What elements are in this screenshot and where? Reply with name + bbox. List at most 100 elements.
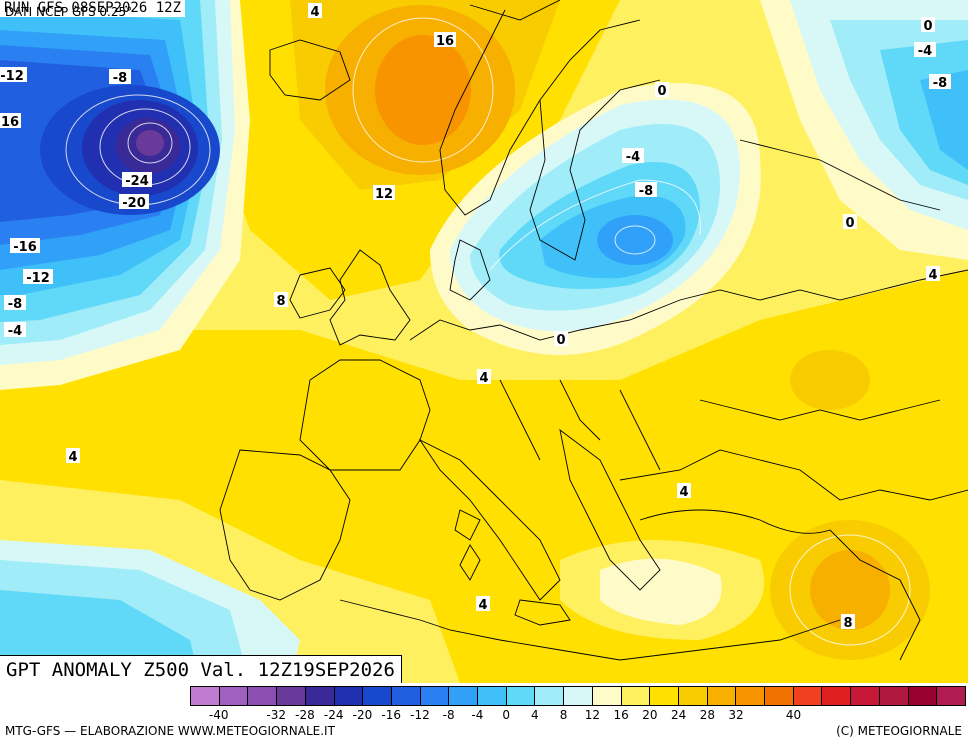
contour-value-label: 4 [679, 485, 688, 500]
contour-label-bg [929, 74, 951, 89]
contour-value-label: 4 [479, 371, 488, 386]
color-swatch [305, 687, 335, 705]
scale-tick-label: -16 [381, 708, 401, 722]
color-swatch [363, 687, 392, 705]
color-swatch [851, 687, 880, 705]
contour-value-label: 8 [843, 616, 852, 631]
color-swatch [277, 687, 306, 705]
scale-tick-label: 4 [531, 708, 539, 722]
contour-value-label: 0 [923, 19, 932, 34]
contour-value-label: -4 [626, 150, 640, 165]
contour-value-label: -12 [26, 271, 50, 286]
contour-label-bg [434, 32, 456, 47]
contour-label-bg [4, 322, 26, 337]
contour-value-label: -8 [8, 297, 22, 312]
contour-label-bg [119, 194, 149, 209]
contour-value-label: 4 [310, 5, 319, 20]
credit-label: MTG-GFS — ELABORAZIONE WWW.METEOGIORNALE… [5, 724, 335, 738]
color-swatch [191, 687, 220, 705]
color-swatch [564, 687, 593, 705]
color-scale-ticks: -40 -32 -28 -24 -20 -16 -12 -8 -4 0 4 8 12 16 20 24 28 32… [190, 708, 966, 724]
contour-value-label: 16 [436, 34, 454, 49]
contour-value-label: -8 [933, 76, 947, 91]
color-swatch [334, 687, 364, 705]
contour-label-bg [921, 17, 935, 32]
scale-tick-label: 0 [502, 708, 510, 722]
color-swatch [736, 687, 766, 705]
data-source-label: DATI NCEP GFS 0.25° [5, 5, 133, 19]
contour-value-label: 4 [928, 268, 937, 283]
contour-label-bg [122, 172, 152, 187]
contour-value-label: -12 [0, 69, 24, 84]
scale-tick-label: 16 [613, 708, 629, 722]
color-swatch [219, 687, 249, 705]
contour-label-bg [677, 483, 691, 498]
contour-label-bg [841, 614, 855, 629]
contour-value-label: 4 [478, 598, 487, 613]
color-scale-bar [190, 686, 966, 706]
color-swatch [449, 687, 479, 705]
contour-label-bg [554, 331, 568, 346]
contour-label-bg [10, 238, 40, 253]
contour-value-label: -20 [122, 196, 146, 211]
contour-label-bg [914, 42, 936, 57]
scale-tick-label: -24 [323, 708, 344, 722]
color-swatch [478, 687, 507, 705]
contour-label-bg [23, 269, 53, 284]
contour-value-label: 12 [375, 187, 393, 202]
contour-label-bg [622, 148, 644, 163]
contour-value-label: 4 [68, 450, 77, 465]
color-swatch [937, 687, 965, 705]
contour-label-bg [274, 292, 288, 307]
contour-label-bg [0, 113, 21, 128]
color-swatch [248, 687, 278, 705]
color-swatch [879, 687, 909, 705]
contour-label-bg [373, 185, 395, 200]
scale-tick-label: 28 [699, 708, 715, 722]
contour-value-label: 8 [276, 294, 285, 309]
scale-tick-label: -20 [352, 708, 373, 722]
color-swatch [592, 687, 622, 705]
contour-label-bg [635, 182, 657, 197]
color-swatch [822, 687, 852, 705]
contour-value-label: 16 [1, 115, 19, 130]
contour-label-bg [655, 82, 669, 97]
scale-tick-label: -32 [266, 708, 287, 722]
color-swatch [506, 687, 536, 705]
color-swatch [535, 687, 565, 705]
contour-value-label: 0 [556, 333, 565, 348]
scale-tick-label: -40 [208, 708, 229, 722]
scale-tick-label: -12 [410, 708, 430, 722]
scale-tick-label: 40 [785, 708, 802, 722]
contour-label-bg [4, 295, 26, 310]
contour-label-bg [308, 3, 322, 18]
color-swatch [793, 687, 823, 705]
contour-value-label: -4 [8, 324, 22, 339]
color-swatch [707, 687, 737, 705]
contour-value-label: -4 [918, 44, 932, 59]
run-label: RUN GFS 08SEP2026 12Z [0, 0, 186, 17]
contour-label-bg [926, 266, 940, 281]
contour-value-label: -8 [113, 71, 127, 86]
scale-tick-label: 32 [728, 708, 744, 722]
contour-value-label: -16 [13, 240, 37, 255]
contour-value-label: -24 [125, 174, 149, 189]
contour-label-bg [477, 369, 491, 384]
anomaly-map: 4 16 0 -4 -8 -12 -8 16 0 -4 -8 -24 -20 12 0 -16 -12 -8 -4 8… [0, 0, 968, 683]
color-swatch [650, 687, 679, 705]
map-title: GPT ANOMALY Z500 Val. 12Z19SEP2026 [0, 655, 402, 684]
contour-value-label: 0 [845, 216, 854, 231]
contour-value-label: -8 [639, 184, 653, 199]
color-swatch [908, 687, 938, 705]
contour-label-bg [66, 448, 80, 463]
color-swatch [621, 687, 651, 705]
color-swatch [765, 687, 794, 705]
contour-label-bg [0, 67, 27, 82]
contour-value-label: 0 [657, 84, 666, 99]
scale-tick-label: -28 [295, 708, 315, 722]
color-swatch [678, 687, 708, 705]
scale-tick-label: -8 [442, 708, 455, 722]
scale-tick-label: 24 [670, 708, 687, 722]
scale-tick-label: -4 [471, 708, 484, 722]
copyright-label: (C) METEOGIORNALE [836, 724, 962, 738]
